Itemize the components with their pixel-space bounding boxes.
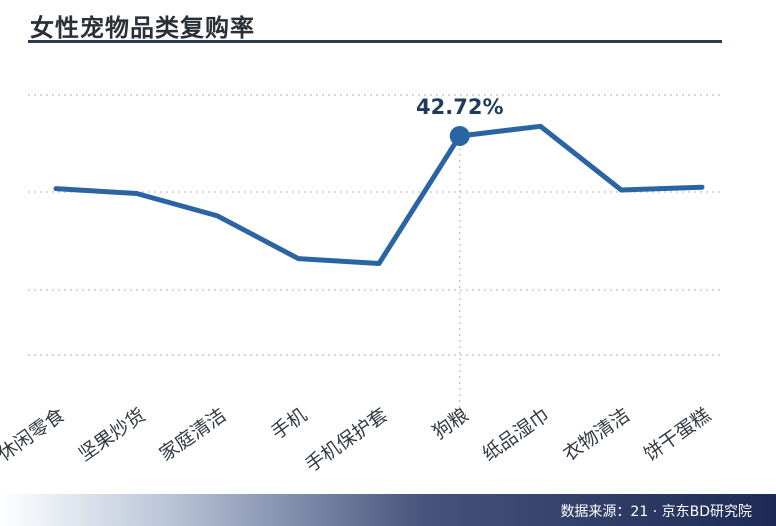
- x-tick-label: 家庭清洁: [155, 404, 230, 466]
- x-tick-label: 纸品湿巾: [478, 404, 553, 466]
- x-tick-label: 狗粮: [429, 404, 473, 444]
- x-tick-label: 休闲零食: [0, 404, 69, 466]
- x-tick-label: 衣物清洁: [559, 404, 634, 466]
- x-tick-label: 手机保护套: [301, 404, 391, 477]
- chart-title: 女性宠物品类复购率: [30, 14, 255, 42]
- x-tick-label: 坚果炒货: [75, 404, 150, 466]
- title-underline: [28, 40, 722, 43]
- highlight-label: 42.72%: [416, 95, 503, 119]
- highlight-marker: [449, 125, 470, 146]
- series-line: [53, 123, 705, 266]
- data-source: 数据来源：21 · 京东BD研究院: [560, 504, 752, 520]
- footer-bar: 数据来源：21 · 京东BD研究院: [0, 494, 776, 526]
- x-tick-label: 饼干蛋糕: [640, 404, 715, 466]
- x-tick-label: 手机: [267, 404, 311, 444]
